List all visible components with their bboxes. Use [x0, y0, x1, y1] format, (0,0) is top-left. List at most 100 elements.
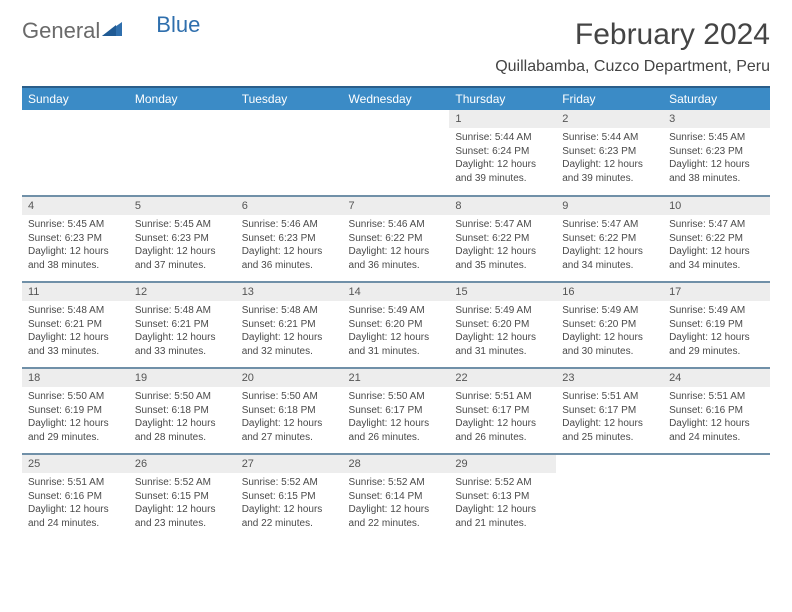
- weekday-header: Wednesday: [343, 87, 450, 110]
- day-details: Sunrise: 5:52 AMSunset: 6:13 PMDaylight:…: [449, 473, 556, 533]
- weekday-header: Tuesday: [236, 87, 343, 110]
- brand-logo: General Blue: [22, 18, 200, 44]
- calendar-cell-empty: [556, 454, 663, 540]
- day-details: Sunrise: 5:48 AMSunset: 6:21 PMDaylight:…: [129, 301, 236, 361]
- calendar-cell: 18Sunrise: 5:50 AMSunset: 6:19 PMDayligh…: [22, 368, 129, 454]
- day-number: 1: [449, 110, 556, 128]
- day-number: 28: [343, 455, 450, 473]
- day-details: Sunrise: 5:48 AMSunset: 6:21 PMDaylight:…: [236, 301, 343, 361]
- day-number: 26: [129, 455, 236, 473]
- calendar-cell: 3Sunrise: 5:45 AMSunset: 6:23 PMDaylight…: [663, 110, 770, 196]
- brand-triangle-icon: [102, 20, 124, 43]
- day-number: 19: [129, 369, 236, 387]
- calendar-cell: 4Sunrise: 5:45 AMSunset: 6:23 PMDaylight…: [22, 196, 129, 282]
- calendar-row: 1Sunrise: 5:44 AMSunset: 6:24 PMDaylight…: [22, 110, 770, 196]
- calendar-cell: 6Sunrise: 5:46 AMSunset: 6:23 PMDaylight…: [236, 196, 343, 282]
- calendar-cell: 19Sunrise: 5:50 AMSunset: 6:18 PMDayligh…: [129, 368, 236, 454]
- day-number: 20: [236, 369, 343, 387]
- day-number: 15: [449, 283, 556, 301]
- calendar-cell: 23Sunrise: 5:51 AMSunset: 6:17 PMDayligh…: [556, 368, 663, 454]
- day-details: Sunrise: 5:47 AMSunset: 6:22 PMDaylight:…: [663, 215, 770, 275]
- calendar-cell: 24Sunrise: 5:51 AMSunset: 6:16 PMDayligh…: [663, 368, 770, 454]
- calendar-cell: 17Sunrise: 5:49 AMSunset: 6:19 PMDayligh…: [663, 282, 770, 368]
- day-number: 25: [22, 455, 129, 473]
- day-details: Sunrise: 5:49 AMSunset: 6:20 PMDaylight:…: [556, 301, 663, 361]
- day-number: 11: [22, 283, 129, 301]
- day-details: Sunrise: 5:51 AMSunset: 6:16 PMDaylight:…: [663, 387, 770, 447]
- day-number: 22: [449, 369, 556, 387]
- day-number: 5: [129, 197, 236, 215]
- calendar-body: 1Sunrise: 5:44 AMSunset: 6:24 PMDaylight…: [22, 110, 770, 540]
- calendar-row: 4Sunrise: 5:45 AMSunset: 6:23 PMDaylight…: [22, 196, 770, 282]
- day-details: Sunrise: 5:48 AMSunset: 6:21 PMDaylight:…: [22, 301, 129, 361]
- day-details: Sunrise: 5:49 AMSunset: 6:19 PMDaylight:…: [663, 301, 770, 361]
- day-details: Sunrise: 5:44 AMSunset: 6:24 PMDaylight:…: [449, 128, 556, 188]
- calendar-cell-empty: [663, 454, 770, 540]
- weekday-header: Saturday: [663, 87, 770, 110]
- day-number: 8: [449, 197, 556, 215]
- calendar-cell: 27Sunrise: 5:52 AMSunset: 6:15 PMDayligh…: [236, 454, 343, 540]
- calendar-cell: 10Sunrise: 5:47 AMSunset: 6:22 PMDayligh…: [663, 196, 770, 282]
- day-details: Sunrise: 5:47 AMSunset: 6:22 PMDaylight:…: [556, 215, 663, 275]
- day-details: Sunrise: 5:47 AMSunset: 6:22 PMDaylight:…: [449, 215, 556, 275]
- day-number: 9: [556, 197, 663, 215]
- location-subtitle: Quillabamba, Cuzco Department, Peru: [495, 58, 770, 76]
- calendar-cell: 14Sunrise: 5:49 AMSunset: 6:20 PMDayligh…: [343, 282, 450, 368]
- calendar-row: 18Sunrise: 5:50 AMSunset: 6:19 PMDayligh…: [22, 368, 770, 454]
- calendar-cell: 20Sunrise: 5:50 AMSunset: 6:18 PMDayligh…: [236, 368, 343, 454]
- day-details: Sunrise: 5:50 AMSunset: 6:18 PMDaylight:…: [236, 387, 343, 447]
- day-details: Sunrise: 5:49 AMSunset: 6:20 PMDaylight:…: [449, 301, 556, 361]
- calendar-cell: 29Sunrise: 5:52 AMSunset: 6:13 PMDayligh…: [449, 454, 556, 540]
- day-details: Sunrise: 5:51 AMSunset: 6:16 PMDaylight:…: [22, 473, 129, 533]
- weekday-header-row: Sunday Monday Tuesday Wednesday Thursday…: [22, 87, 770, 110]
- calendar-cell: 2Sunrise: 5:44 AMSunset: 6:23 PMDaylight…: [556, 110, 663, 196]
- day-number: 7: [343, 197, 450, 215]
- day-number: 21: [343, 369, 450, 387]
- day-number: 4: [22, 197, 129, 215]
- title-block: February 2024 Quillabamba, Cuzco Departm…: [495, 18, 770, 76]
- calendar-cell: 25Sunrise: 5:51 AMSunset: 6:16 PMDayligh…: [22, 454, 129, 540]
- day-details: Sunrise: 5:51 AMSunset: 6:17 PMDaylight:…: [556, 387, 663, 447]
- day-details: Sunrise: 5:52 AMSunset: 6:15 PMDaylight:…: [236, 473, 343, 533]
- day-details: Sunrise: 5:45 AMSunset: 6:23 PMDaylight:…: [22, 215, 129, 275]
- calendar-cell: 21Sunrise: 5:50 AMSunset: 6:17 PMDayligh…: [343, 368, 450, 454]
- brand-text-blue: Blue: [156, 12, 200, 38]
- day-details: Sunrise: 5:46 AMSunset: 6:23 PMDaylight:…: [236, 215, 343, 275]
- day-number: 16: [556, 283, 663, 301]
- calendar-row: 11Sunrise: 5:48 AMSunset: 6:21 PMDayligh…: [22, 282, 770, 368]
- day-number: 18: [22, 369, 129, 387]
- calendar-cell: 5Sunrise: 5:45 AMSunset: 6:23 PMDaylight…: [129, 196, 236, 282]
- day-number: 13: [236, 283, 343, 301]
- day-details: Sunrise: 5:45 AMSunset: 6:23 PMDaylight:…: [663, 128, 770, 188]
- day-details: Sunrise: 5:49 AMSunset: 6:20 PMDaylight:…: [343, 301, 450, 361]
- calendar-cell: 26Sunrise: 5:52 AMSunset: 6:15 PMDayligh…: [129, 454, 236, 540]
- calendar-cell: 13Sunrise: 5:48 AMSunset: 6:21 PMDayligh…: [236, 282, 343, 368]
- day-number: 12: [129, 283, 236, 301]
- calendar-table: Sunday Monday Tuesday Wednesday Thursday…: [22, 86, 770, 540]
- day-details: Sunrise: 5:52 AMSunset: 6:15 PMDaylight:…: [129, 473, 236, 533]
- calendar-cell: 8Sunrise: 5:47 AMSunset: 6:22 PMDaylight…: [449, 196, 556, 282]
- calendar-cell: 12Sunrise: 5:48 AMSunset: 6:21 PMDayligh…: [129, 282, 236, 368]
- day-details: Sunrise: 5:50 AMSunset: 6:18 PMDaylight:…: [129, 387, 236, 447]
- calendar-cell-empty: [343, 110, 450, 196]
- brand-text-general: General: [22, 18, 100, 44]
- day-details: Sunrise: 5:50 AMSunset: 6:17 PMDaylight:…: [343, 387, 450, 447]
- weekday-header: Monday: [129, 87, 236, 110]
- day-number: 27: [236, 455, 343, 473]
- day-number: 23: [556, 369, 663, 387]
- calendar-cell: 16Sunrise: 5:49 AMSunset: 6:20 PMDayligh…: [556, 282, 663, 368]
- calendar-cell: 7Sunrise: 5:46 AMSunset: 6:22 PMDaylight…: [343, 196, 450, 282]
- calendar-cell-empty: [236, 110, 343, 196]
- calendar-cell: 9Sunrise: 5:47 AMSunset: 6:22 PMDaylight…: [556, 196, 663, 282]
- day-number: 29: [449, 455, 556, 473]
- weekday-header: Thursday: [449, 87, 556, 110]
- day-number: 6: [236, 197, 343, 215]
- day-number: 2: [556, 110, 663, 128]
- calendar-cell: 1Sunrise: 5:44 AMSunset: 6:24 PMDaylight…: [449, 110, 556, 196]
- day-details: Sunrise: 5:52 AMSunset: 6:14 PMDaylight:…: [343, 473, 450, 533]
- calendar-cell: 28Sunrise: 5:52 AMSunset: 6:14 PMDayligh…: [343, 454, 450, 540]
- calendar-cell-empty: [22, 110, 129, 196]
- calendar-row: 25Sunrise: 5:51 AMSunset: 6:16 PMDayligh…: [22, 454, 770, 540]
- calendar-cell: 22Sunrise: 5:51 AMSunset: 6:17 PMDayligh…: [449, 368, 556, 454]
- weekday-header: Sunday: [22, 87, 129, 110]
